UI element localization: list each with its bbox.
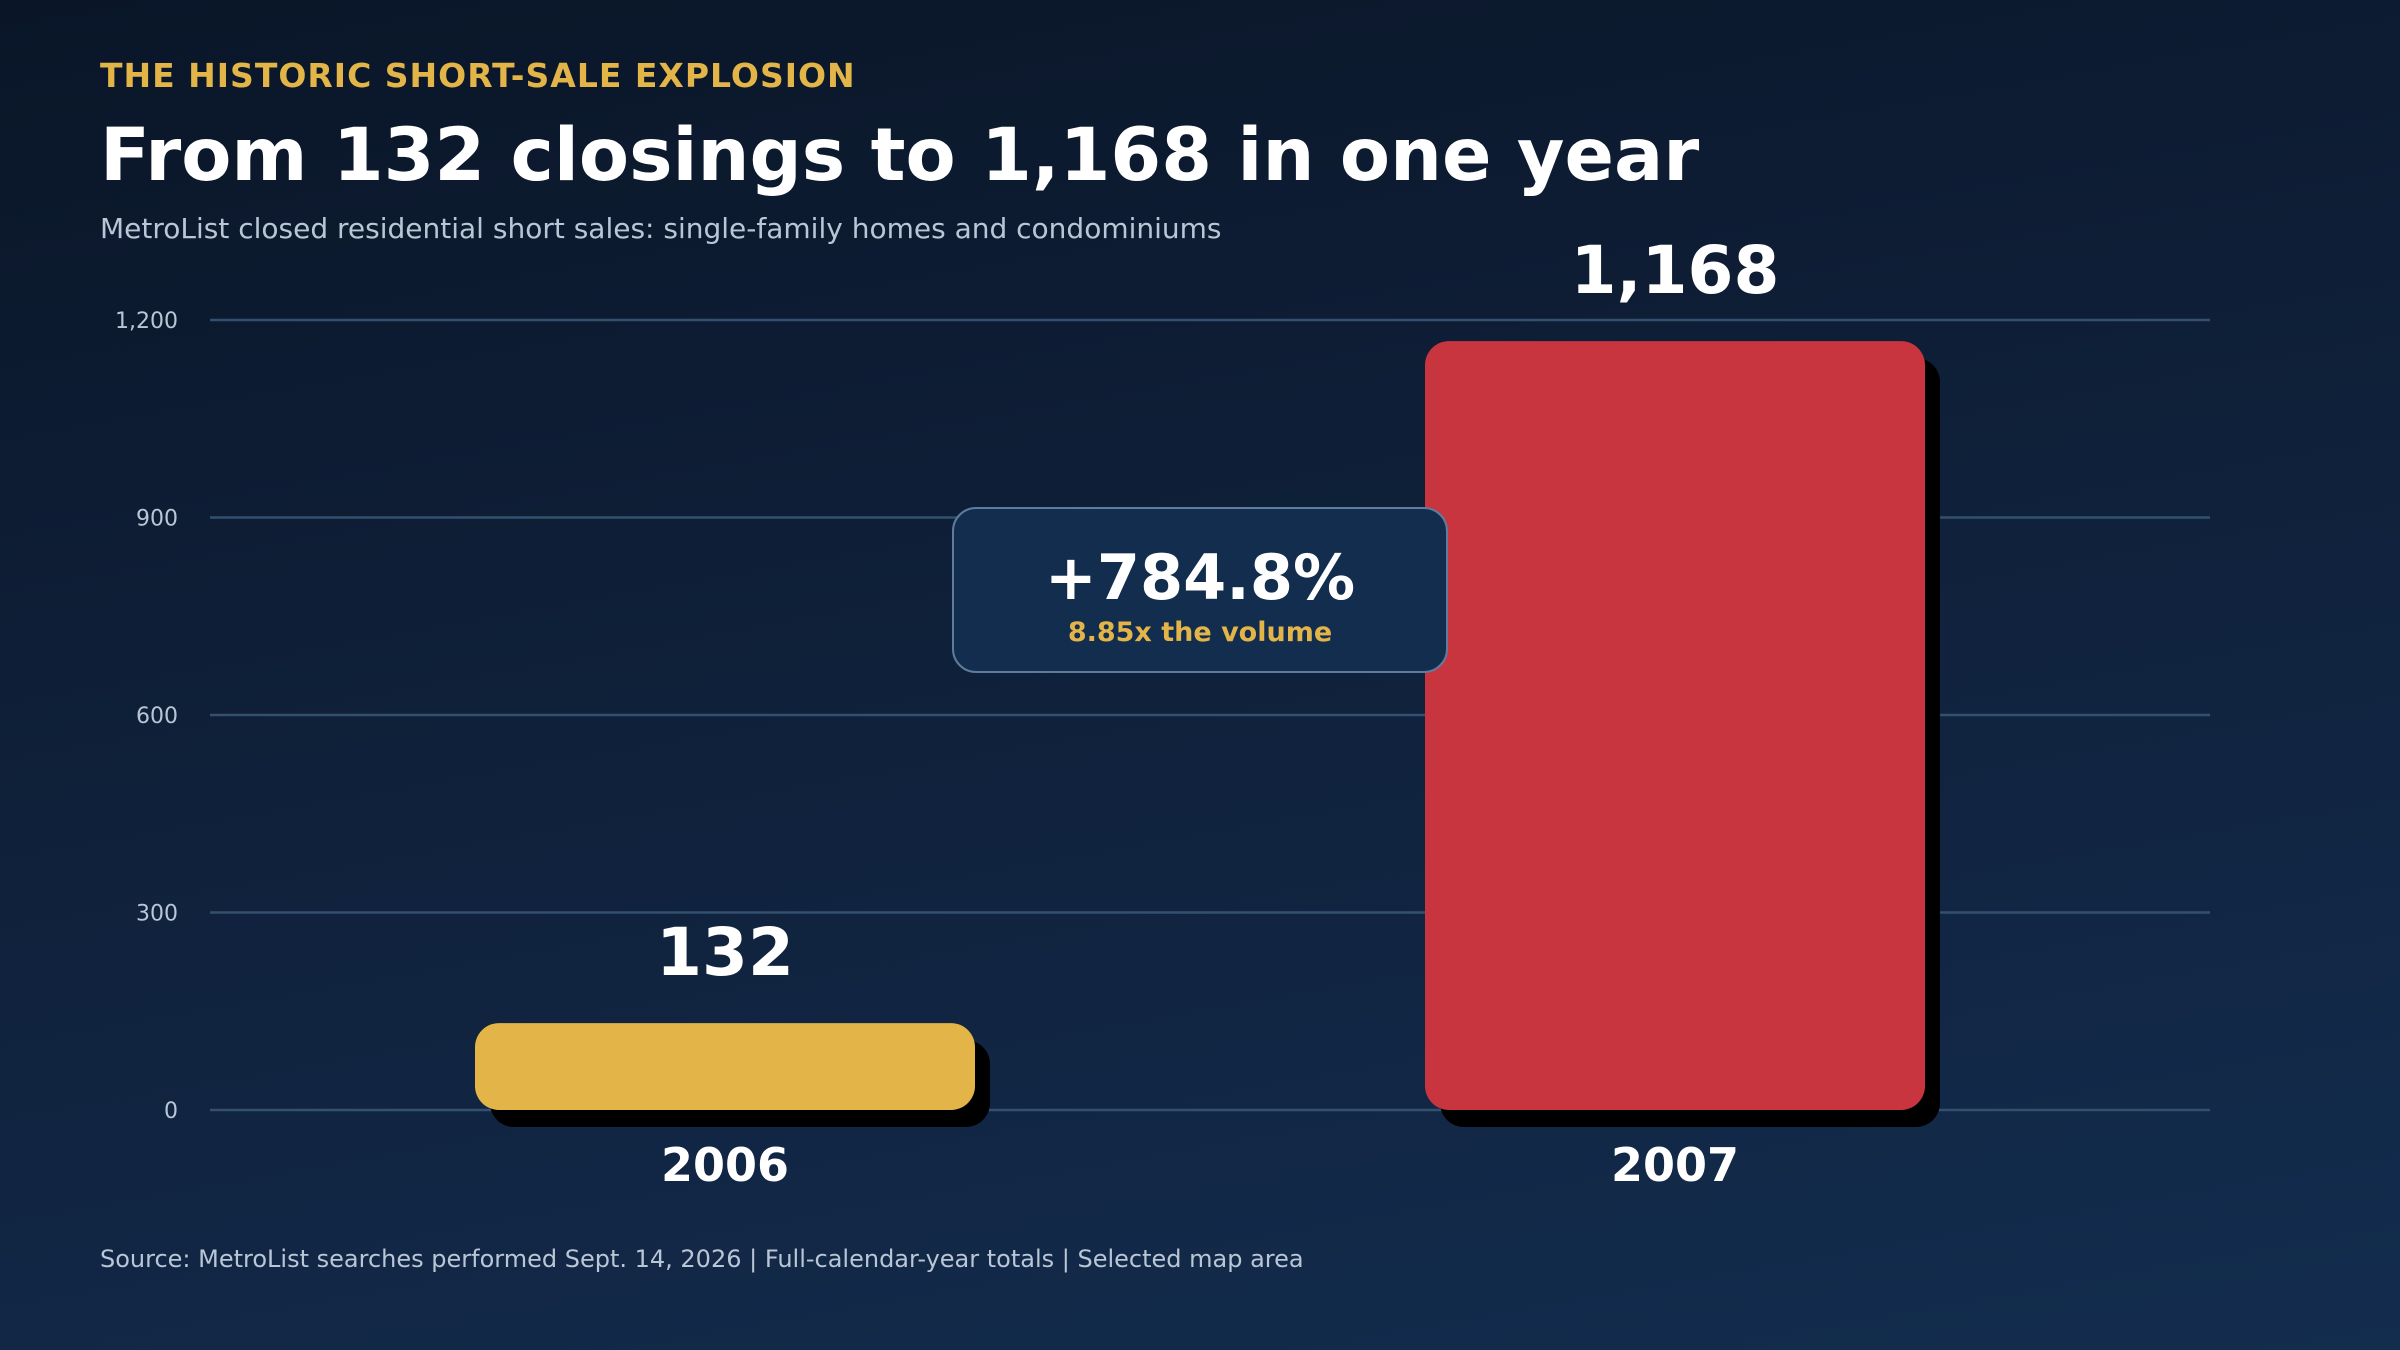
y-tick-label: 0 (164, 1099, 178, 1124)
percent-change: +784.8% (1044, 541, 1356, 614)
chart-subtitle: MetroList closed residential short sales… (100, 212, 1222, 245)
x-category-label: 2006 (661, 1138, 789, 1192)
labels: 0 300 600 900 1,200 132 2006 1,168 2007 (115, 232, 1779, 1192)
bar-2007 (1425, 341, 1925, 1111)
x-category-label: 2007 (1611, 1138, 1739, 1192)
value-label: 1,168 (1571, 232, 1780, 309)
change-callout: +784.8% 8.85x the volume (952, 507, 1448, 673)
bars (475, 341, 1940, 1128)
chart-title: From 132 closings to 1,168 in one year (100, 113, 1700, 198)
y-tick-label: 1,200 (115, 309, 178, 334)
y-tick-label: 300 (136, 902, 178, 927)
volume-multiple: 8.85x the volume (1067, 617, 1333, 648)
source-note: Source: MetroList searches performed Sep… (100, 1245, 1304, 1273)
value-label: 132 (656, 914, 794, 991)
bar-2006 (475, 1023, 975, 1110)
chart-kicker: THE HISTORIC SHORT-SALE EXPLOSION (100, 56, 856, 95)
y-tick-label: 900 (136, 507, 178, 532)
y-tick-label: 600 (136, 704, 178, 729)
